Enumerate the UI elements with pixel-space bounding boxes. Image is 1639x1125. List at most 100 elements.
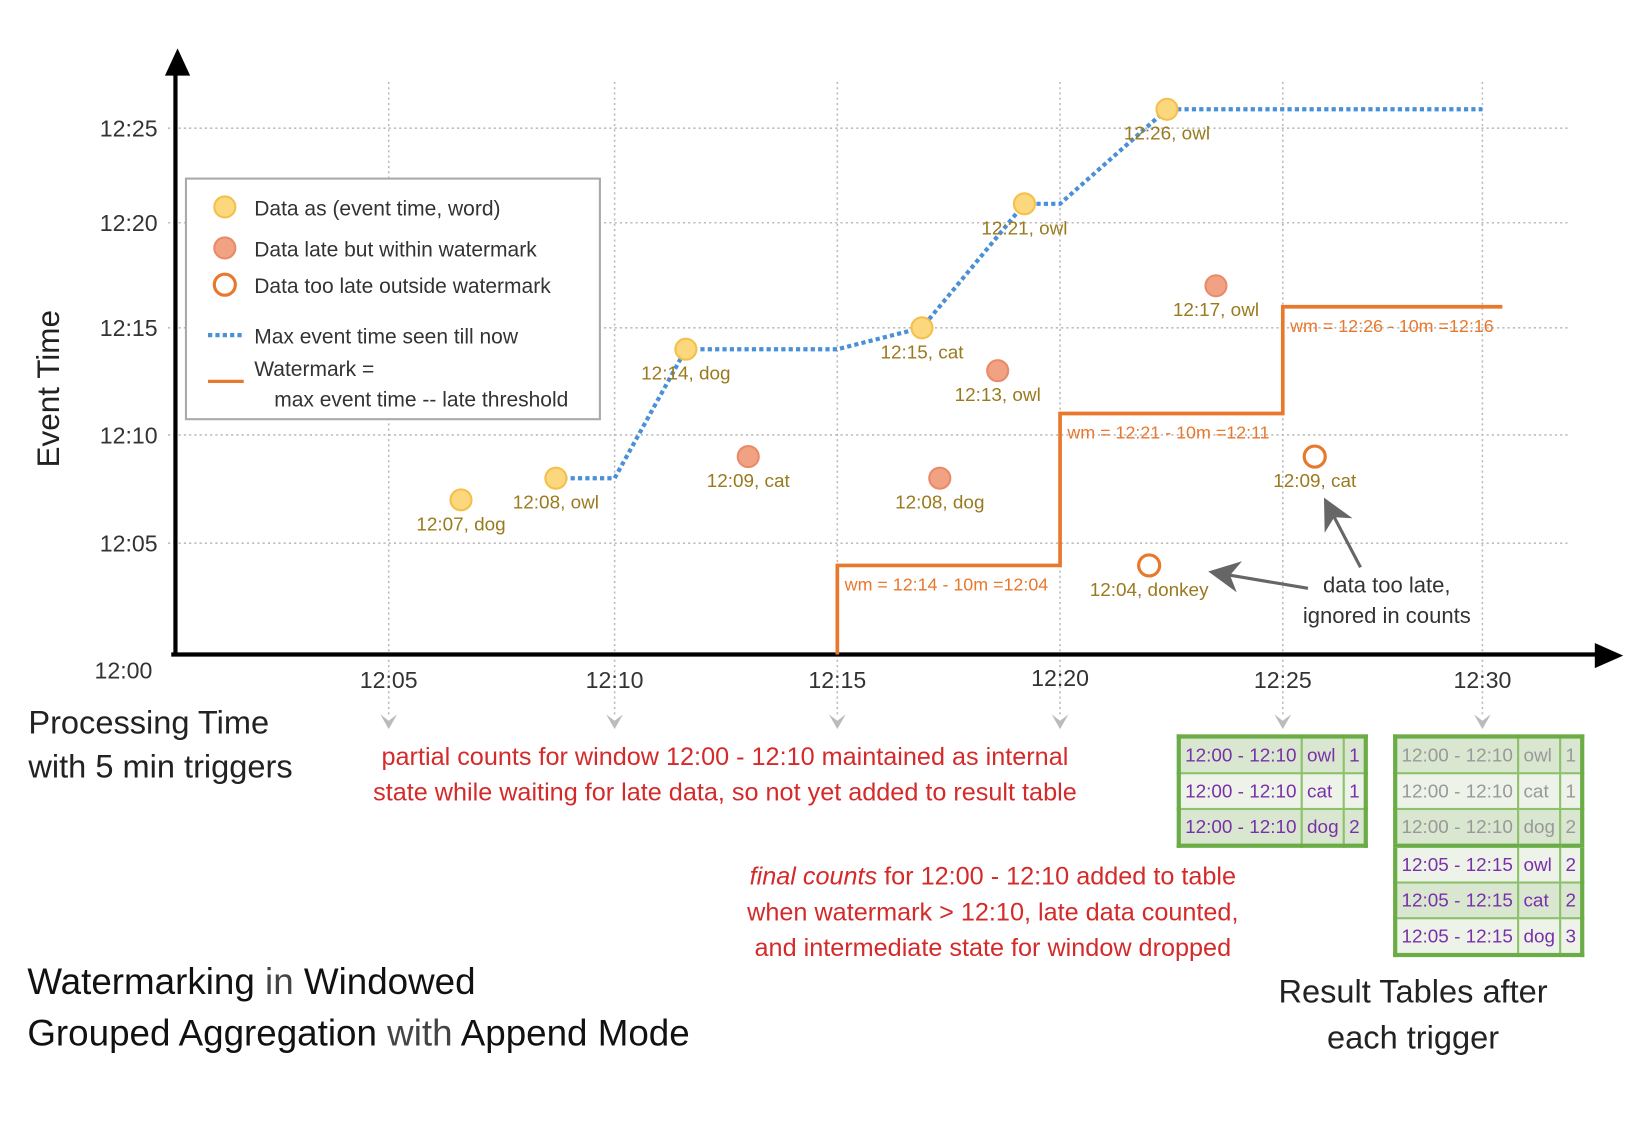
- table-row: 12:05 - 12:15 owl 2: [1394, 843, 1584, 884]
- trigger-arrow-icon: [1274, 714, 1292, 730]
- y-tick-label: 12:25: [100, 116, 158, 142]
- data-point-on-time: [449, 488, 473, 512]
- data-point-label: 12:07, dog: [416, 514, 505, 535]
- y-tick-label: 12:20: [100, 210, 158, 236]
- data-point-late: [736, 445, 760, 469]
- cell-count: 1: [1559, 735, 1584, 775]
- legend-label: Data late but within watermark: [254, 238, 537, 261]
- cell-count: 2: [1559, 881, 1584, 920]
- annotation-arrow: [1208, 561, 1309, 593]
- y-tick-label: 12:15: [100, 315, 158, 341]
- data-point-label: 12:09, cat: [707, 471, 791, 492]
- note-line: when watermark > 12:10, late data counte…: [747, 898, 1239, 927]
- x-tick-label: 12:20: [1031, 665, 1089, 691]
- trigger-arrow-icon: [828, 714, 846, 730]
- data-point-label: 12:17, owl: [1173, 300, 1259, 321]
- data-point-on-time: [674, 337, 698, 361]
- trigger-arrow-icon: [380, 714, 398, 730]
- watermark-label: wm = 12:26 - 10m =12:16: [1289, 316, 1494, 336]
- cell-word: owl: [1517, 843, 1562, 884]
- cell-count: 2: [1559, 843, 1584, 884]
- cell-count: 2: [1342, 807, 1367, 847]
- data-points: 12:07, dog 12:08, owl 12:14, dog 12:09, cat…: [416, 97, 1357, 601]
- table-row: 12:05 - 12:15 cat 2: [1394, 881, 1584, 920]
- note-line: and intermediate state for window droppe…: [754, 933, 1232, 963]
- legend: Data as (event time, word) Data late but…: [184, 177, 601, 421]
- title-segment: in: [254, 961, 304, 1003]
- tick-labels: 12:05 12:10 12:15 12:20 12:25 12:30 12:00 12:05…: [94, 116, 1511, 694]
- cell-word: cat: [1517, 881, 1562, 920]
- result-table-12-30: 12:00 - 12:10 owl 1 12:00 - 12:10 cat 1 12:00 …: [1393, 734, 1585, 958]
- cell-word: owl: [1517, 735, 1562, 775]
- cell-window: 12:00 - 12:10: [1177, 807, 1303, 847]
- x-tick-label: 12:30: [1453, 667, 1511, 693]
- data-point-late: [1204, 274, 1228, 298]
- cell-window: 12:05 - 12:15: [1394, 843, 1520, 884]
- data-point-too-late: [1137, 553, 1162, 578]
- y-tick-label: 12:05: [100, 531, 158, 557]
- y-axis-arrowhead: [164, 48, 191, 76]
- table-row: 12:00 - 12:10 cat 1: [1177, 772, 1367, 811]
- legend-on-time-icon: [213, 195, 237, 219]
- data-point-label: 12:13, owl: [955, 385, 1041, 406]
- cell-window: 12:00 - 12:10: [1394, 735, 1520, 775]
- title-segment: with: [376, 1012, 461, 1054]
- annotation-text: ignored in counts: [1303, 603, 1471, 628]
- cell-word: dog: [1300, 807, 1345, 847]
- data-point-late: [986, 359, 1010, 383]
- cell-window: 12:05 - 12:15: [1394, 881, 1520, 920]
- axes: [164, 48, 1624, 669]
- note-line: final counts for 12:00 - 12:10 added to …: [725, 859, 1261, 895]
- caption-line: Result Tables after: [1278, 972, 1548, 1010]
- emphasis: final counts: [749, 862, 878, 891]
- cell-count: 1: [1342, 772, 1367, 811]
- legend-box: [184, 177, 601, 421]
- cell-window: 12:00 - 12:10: [1394, 807, 1520, 847]
- cell-word: dog: [1517, 807, 1562, 847]
- trigger-arrow-icon: [1051, 714, 1069, 730]
- note-text: for 12:00 - 12:10 added to table: [877, 862, 1237, 891]
- annotation-arrow: [1323, 497, 1362, 569]
- cell-word: dog: [1517, 917, 1562, 957]
- data-point-label: 12:26, owl: [1124, 124, 1210, 145]
- legend-too-late-icon: [212, 272, 237, 297]
- table-row: 12:00 - 12:10 dog 2: [1177, 807, 1367, 847]
- title-segment: Watermarking: [27, 961, 255, 1003]
- legend-label: Data too late outside watermark: [254, 275, 551, 298]
- data-point-late: [928, 466, 952, 490]
- cell-window: 12:00 - 12:10: [1177, 735, 1303, 775]
- table-row: 12:00 - 12:10 owl 1: [1177, 735, 1367, 775]
- table-row: 12:00 - 12:10 cat 1: [1394, 772, 1584, 811]
- legend-label: Data as (event time, word): [254, 197, 500, 220]
- table-row: 12:00 - 12:10 owl 1: [1394, 735, 1584, 775]
- cell-window: 12:00 - 12:10: [1177, 772, 1303, 811]
- table-row: 12:00 - 12:10 dog 2: [1394, 807, 1584, 847]
- cell-count: 2: [1559, 807, 1584, 847]
- tables-caption: Result Tables after each trigger: [1255, 969, 1570, 1061]
- data-point-on-time: [910, 316, 934, 340]
- watermark-label: wm = 12:14 - 10m =12:04: [844, 575, 1049, 595]
- y-axis-label: Event Time: [30, 310, 66, 468]
- watermark-line: [835, 304, 1503, 655]
- x-tick-label: 12:10: [586, 667, 644, 693]
- data-point-label: 12:08, owl: [513, 493, 599, 514]
- cell-count: 3: [1559, 917, 1584, 957]
- data-point-label: 12:15, cat: [880, 342, 964, 363]
- caption-line: each trigger: [1327, 1019, 1500, 1056]
- table-row: 12:05 - 12:15 dog 3: [1394, 917, 1584, 957]
- x-tick-label: 12:15: [808, 667, 866, 693]
- data-point-label: 12:21, owl: [981, 218, 1067, 239]
- data-point-label: 12:14, dog: [641, 364, 730, 385]
- watermark-label: wm = 12:21 - 10m =12:11: [1066, 423, 1269, 443]
- cell-word: cat: [1517, 772, 1562, 811]
- legend-label: Watermark =: [254, 358, 374, 381]
- x-tick-label: 12:25: [1254, 667, 1312, 693]
- data-point-label: 12:08, dog: [895, 493, 984, 514]
- diagram-title: Watermarking in Windowed Grouped Aggrega…: [27, 956, 689, 1059]
- data-point-label: 12:09, cat: [1273, 471, 1357, 492]
- cell-window: 12:00 - 12:10: [1394, 772, 1520, 811]
- title-segment: Append Mode: [460, 1012, 690, 1054]
- trigger-arrow-icon: [606, 714, 624, 730]
